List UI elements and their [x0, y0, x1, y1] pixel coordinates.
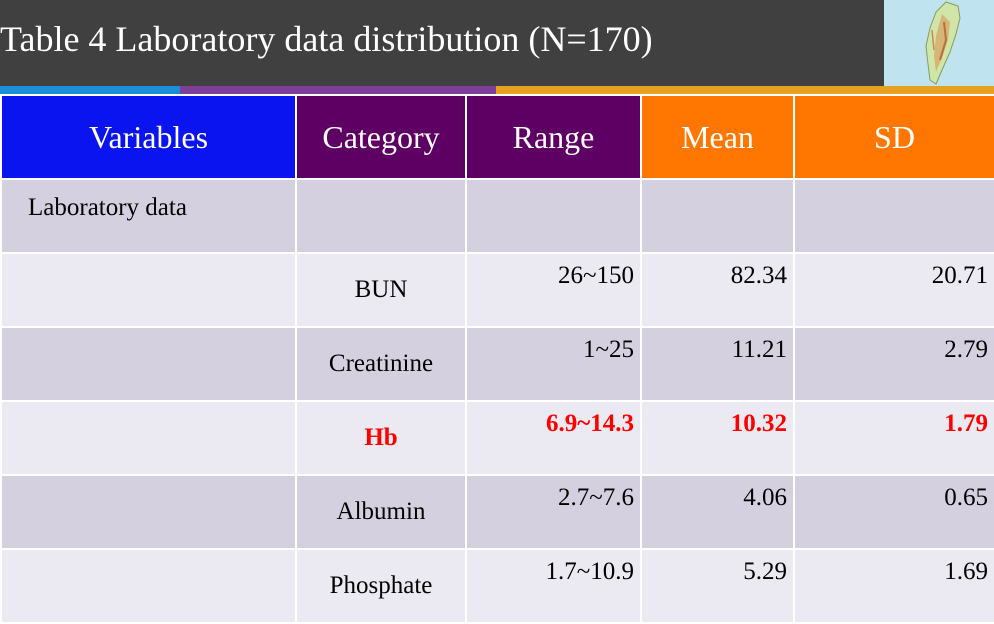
header-range: Range — [465, 94, 642, 180]
mean-cell: 10.32 — [640, 400, 795, 476]
table-row: Albumin 2.7~7.6 4.06 0.65 — [0, 474, 994, 550]
header-variables: Variables — [0, 94, 297, 180]
accent-orange-segment — [496, 86, 994, 94]
range-cell: 1.7~10.9 — [465, 548, 642, 624]
table-row: Phosphate 1.7~10.9 5.29 1.69 — [0, 548, 994, 624]
mean-cell: 11.21 — [640, 326, 795, 402]
laboratory-data-table: Variables Category Range Mean SD Laborat… — [0, 94, 994, 624]
title-bar: Table 4 Laboratory data distribution (N=… — [0, 0, 994, 86]
sd-cell: 0.65 — [793, 474, 994, 550]
mean-cell: 5.29 — [640, 548, 795, 624]
variable-cell — [0, 548, 297, 624]
variable-cell — [0, 326, 297, 402]
empty-cell — [640, 178, 795, 254]
taiwan-map-image — [884, 0, 994, 86]
range-cell: 26~150 — [465, 252, 642, 328]
variable-cell — [0, 400, 297, 476]
section-row: Laboratory data — [0, 178, 994, 254]
sd-cell: 1.79 — [793, 400, 994, 476]
header-category: Category — [295, 94, 467, 180]
slide-title: Table 4 Laboratory data distribution (N=… — [0, 19, 653, 59]
mean-cell: 4.06 — [640, 474, 795, 550]
table-header-row: Variables Category Range Mean SD — [0, 94, 994, 180]
empty-cell — [295, 178, 467, 254]
variable-cell — [0, 252, 297, 328]
accent-strip — [0, 86, 994, 94]
sd-cell: 20.71 — [793, 252, 994, 328]
table-row-highlighted: Hb 6.9~14.3 10.32 1.79 — [0, 400, 994, 476]
table-row: BUN 26~150 82.34 20.71 — [0, 252, 994, 328]
mean-cell: 82.34 — [640, 252, 795, 328]
category-cell: Albumin — [295, 474, 467, 550]
variable-cell — [0, 474, 297, 550]
category-cell: Hb — [295, 400, 467, 476]
empty-cell — [793, 178, 994, 254]
range-cell: 1~25 — [465, 326, 642, 402]
table-row: Creatinine 1~25 11.21 2.79 — [0, 326, 994, 402]
range-cell: 6.9~14.3 — [465, 400, 642, 476]
accent-blue-segment — [0, 86, 180, 94]
category-cell: BUN — [295, 252, 467, 328]
sd-cell: 2.79 — [793, 326, 994, 402]
accent-purple-segment — [180, 86, 496, 94]
category-cell: Creatinine — [295, 326, 467, 402]
range-cell: 2.7~7.6 — [465, 474, 642, 550]
sd-cell: 1.69 — [793, 548, 994, 624]
section-label: Laboratory data — [0, 178, 297, 254]
empty-cell — [465, 178, 642, 254]
header-sd: SD — [793, 94, 994, 180]
header-mean: Mean — [640, 94, 795, 180]
category-cell: Phosphate — [295, 548, 467, 624]
